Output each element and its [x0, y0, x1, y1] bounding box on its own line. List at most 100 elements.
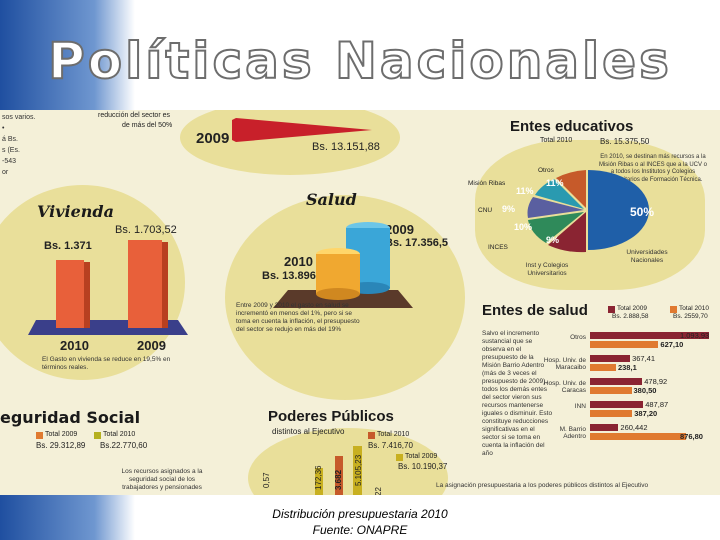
salud-year-2009: 2009	[385, 222, 414, 237]
salud-bar	[590, 424, 619, 431]
seguridad-title: eguridad Social	[0, 408, 141, 427]
pod-swatch-2010	[368, 432, 375, 439]
bar-vivienda-2009	[128, 240, 162, 328]
legend-value-2010: Bs. 2559,70	[673, 313, 708, 320]
cylinder-salud-2010	[316, 254, 360, 294]
top-note-2: de más del 50%	[122, 122, 173, 129]
salud-entes-title: Entes de salud	[482, 302, 588, 319]
slice-mision-ribas	[535, 179, 584, 209]
seguridad-note: Los recursos asignados a la seguridad so…	[121, 468, 203, 491]
top-left-fragment: sos varios. • á Bs. s (Es. -543 or	[2, 112, 47, 178]
salud-row-label: Hosp. Univ. de Maracaibo	[543, 357, 586, 371]
salud-bar-value: 238,1	[617, 363, 637, 372]
educativos-pie	[527, 170, 650, 253]
seg-label-2010: Total 2010	[103, 431, 136, 438]
seg-swatch-2010	[94, 432, 101, 439]
pct-universidades: 50%	[630, 205, 655, 219]
caption-line-1: Distribución presupuestaria 2010	[272, 507, 448, 521]
slice-cnu	[527, 197, 584, 218]
slice-inces	[528, 212, 584, 243]
educativos-note: En 2010, se destinan más recursos a la M…	[598, 154, 708, 183]
fragment-line: á Bs.	[2, 136, 18, 143]
salud-bar	[590, 341, 659, 348]
legend-label-2009: Total 2009	[617, 305, 647, 312]
salud-note: Entre 2009 y 2010 el gasto en salud se i…	[236, 302, 360, 333]
fragment-line: •	[2, 125, 5, 132]
poderes-note: La asignación presupuestaria a los poder…	[436, 482, 649, 489]
salud-bar-value: 627,10	[660, 340, 684, 349]
label-ribas: Misión Ribas	[468, 180, 506, 187]
slice-inst-colegios	[548, 212, 586, 253]
educativos-total-value: Bs. 15.375,50	[600, 137, 650, 146]
pod-bar-label-1: 0,57	[262, 472, 271, 488]
seg-value-2010: Bs.22.770,60	[100, 441, 148, 450]
seg-swatch-2009	[36, 432, 43, 439]
salud-bar	[590, 355, 631, 362]
fragment-line: sos varios.	[2, 114, 36, 121]
seg-label-2009: Total 2009	[45, 431, 78, 438]
slice-otros	[556, 170, 586, 208]
pod-swatch-2009	[396, 454, 403, 461]
label-otros: Otros	[538, 167, 554, 174]
salud-bar-value: 260,442	[620, 423, 648, 432]
label-inces: INCES	[488, 244, 508, 251]
vivienda-note: El Gasto en vivienda se reduce en 19,5% …	[42, 356, 171, 371]
salud-bar	[590, 387, 632, 394]
infographic-panel: sos varios. • á Bs. s (Es. -543 or reduc…	[0, 110, 720, 495]
salud-bar	[590, 401, 644, 408]
slice-universidades	[588, 170, 650, 250]
entes-salud-note: Salvo el incremento sustancial que se ob…	[482, 330, 553, 457]
top-wedge	[232, 118, 372, 142]
salud-bar-value: 1.093,93	[680, 331, 710, 340]
vivienda-chart	[28, 240, 188, 335]
poderes-subtitle: distintos al Ejecutivo	[272, 427, 345, 436]
seg-value-2009: Bs. 29.312,89	[36, 441, 86, 450]
pct-inces: 10%	[514, 222, 533, 232]
salud-bar	[590, 364, 616, 371]
pod-bar-label-4: 5.105,23	[354, 454, 363, 486]
salud-row-label: INN	[574, 403, 586, 410]
legend-value-2009: Bs. 2.888,58	[612, 313, 649, 320]
salud-bar-value: 367,41	[632, 354, 656, 363]
salud-row-label: M. Barrio Adentro	[559, 426, 586, 440]
pod-bar-label-2: 172,36	[314, 465, 323, 490]
salud-value-2009: Bs. 17.356,5	[385, 237, 448, 249]
pod-label-2009: Total 2009	[405, 453, 438, 460]
legend-swatch-2010	[670, 306, 677, 313]
salud-bar-value: 876,80	[680, 432, 703, 441]
vivienda-year-2009: 2009	[137, 338, 166, 353]
salud-bar	[590, 378, 643, 385]
vivienda-value-2010: Bs. 1.371	[44, 240, 92, 252]
salud-bar-value: 380,50	[633, 386, 657, 395]
pct-ribas: 11%	[516, 186, 534, 196]
legend-swatch-2009	[608, 306, 615, 313]
top-year: 2009	[196, 130, 230, 147]
left-accent-bar-top	[0, 0, 135, 110]
poderes-title: Poderes Públicos	[268, 408, 394, 425]
pct-otros: 11%	[546, 178, 564, 188]
pod-bar-label-5: 22	[374, 487, 383, 495]
salud-bar-value: 387,20	[634, 409, 658, 418]
pod-value-2010: Bs. 7.416,70	[368, 441, 413, 450]
salud-bar	[590, 410, 633, 417]
salud-bar-value: 487,87	[645, 400, 669, 409]
pct-inst: 9%	[546, 235, 560, 245]
educativos-total-label: Total 2010	[540, 137, 573, 144]
legend-label-2010: Total 2010	[679, 305, 709, 312]
salud-title: Salud	[306, 190, 357, 209]
salud-bar	[590, 433, 686, 440]
label-inst: Inst y Colegios Universitarios	[525, 262, 569, 277]
left-accent-bar-bottom	[0, 492, 135, 540]
top-note-1: reducción del sector es	[98, 112, 170, 119]
slide-title: Políticas Nacionales	[47, 31, 672, 91]
bar-vivienda-2010	[56, 260, 84, 328]
salud-row-label: Hosp. Univ. de Caracas	[543, 380, 586, 394]
pod-value-2009: Bs. 10.190,37	[398, 462, 448, 471]
salud-chart	[273, 222, 413, 308]
salud-row-label: Otros	[570, 334, 586, 341]
salud-bar-value: 478,92	[644, 377, 668, 386]
label-universidades: Universidades Nacionales	[626, 249, 668, 264]
poderes-bars	[315, 446, 362, 495]
fragment-line: s (Es.	[2, 147, 20, 154]
top-value: Bs. 13.151,88	[312, 141, 380, 153]
